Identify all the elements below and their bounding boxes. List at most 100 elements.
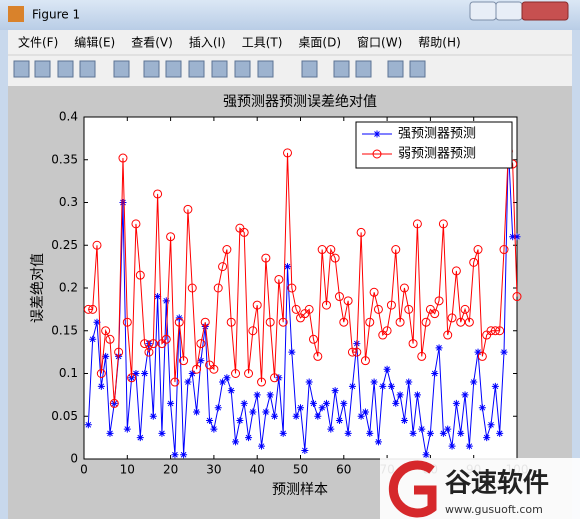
marker [343, 296, 353, 306]
menu-item[interactable]: 查看(V) [131, 36, 173, 50]
marker [348, 382, 356, 390]
marker [192, 364, 202, 374]
app-icon [8, 6, 24, 22]
marker [187, 283, 197, 293]
marker [405, 378, 413, 386]
marker [89, 335, 97, 343]
marker [486, 326, 496, 336]
marker [97, 382, 105, 390]
marker [148, 339, 158, 349]
marker [149, 412, 157, 420]
marker [509, 233, 517, 241]
marker [344, 429, 352, 437]
menu-item[interactable]: 插入(I) [189, 36, 226, 50]
marker [340, 399, 348, 407]
marker [383, 365, 391, 373]
tool-zoom-in[interactable] [143, 60, 160, 78]
marker [439, 429, 447, 437]
marker [386, 300, 396, 310]
tool-open[interactable] [34, 60, 51, 78]
marker [313, 351, 323, 361]
watermark: 谷速软件 www.gusuoft.com [380, 458, 580, 519]
marker [236, 417, 244, 425]
x-tick-label: 60 [336, 463, 351, 477]
marker [473, 245, 483, 255]
maximize-button[interactable] [495, 1, 523, 21]
marker [162, 297, 170, 305]
marker [391, 245, 401, 255]
marker [248, 326, 258, 336]
marker [283, 148, 293, 158]
marker [474, 348, 482, 356]
y-tick-label: 0.35 [51, 152, 78, 166]
marker [434, 296, 444, 306]
marker [321, 300, 331, 310]
marker [292, 412, 300, 420]
tool-show[interactable] [409, 60, 426, 78]
menu-item[interactable]: 工具(T) [242, 36, 283, 50]
marker [266, 391, 274, 399]
legend-label: 弱预测器预测 [398, 147, 476, 162]
marker [334, 292, 344, 302]
marker [206, 417, 214, 425]
marker [447, 313, 457, 323]
marker [240, 399, 248, 407]
tool-legend[interactable] [355, 60, 372, 78]
marker [92, 240, 102, 250]
tool-print[interactable] [79, 60, 96, 78]
marker [106, 429, 114, 437]
marker [161, 334, 171, 344]
marker [382, 326, 392, 336]
marker [308, 334, 318, 344]
tool-save[interactable] [57, 60, 74, 78]
marker [166, 232, 176, 242]
marker [301, 446, 309, 454]
legend-marker [372, 149, 382, 159]
marker [239, 227, 249, 237]
marker [170, 377, 180, 387]
tool-select[interactable] [113, 60, 130, 78]
marker [430, 309, 440, 319]
window-title: Figure 1 [32, 8, 80, 22]
marker [379, 382, 387, 390]
toolbar [13, 60, 426, 78]
marker [496, 429, 504, 437]
menu-item[interactable]: 文件(F) [18, 35, 58, 50]
y-tick-label: 0.15 [51, 323, 78, 337]
marker [135, 270, 145, 280]
menu-item[interactable]: 帮助(H) [418, 36, 460, 50]
tool-new[interactable] [13, 60, 30, 78]
y-tick-label: 0.1 [59, 366, 78, 380]
tool-rotate[interactable] [211, 60, 228, 78]
tool-link[interactable] [301, 60, 318, 78]
tool-pan[interactable] [188, 60, 205, 78]
marker [322, 399, 330, 407]
tool-zoom-out[interactable] [165, 60, 182, 78]
marker [265, 317, 275, 327]
marker [451, 266, 461, 276]
marker [200, 317, 210, 327]
marker [219, 378, 227, 386]
marker [373, 304, 383, 314]
menu-item[interactable]: 编辑(E) [74, 35, 115, 50]
marker [400, 417, 408, 425]
menu-item[interactable]: 桌面(D) [298, 36, 341, 50]
menu-item[interactable]: 窗口(W) [357, 36, 402, 50]
tool-brush[interactable] [257, 60, 274, 78]
tool-colorbar[interactable] [333, 60, 350, 78]
marker [114, 347, 124, 357]
tool-hide[interactable] [387, 60, 404, 78]
marker [452, 399, 460, 407]
marker [231, 369, 241, 378]
tool-datacursor[interactable] [234, 60, 251, 78]
marker [184, 378, 192, 386]
marker [490, 326, 500, 336]
marker [395, 317, 405, 327]
marker [193, 408, 201, 416]
marker [249, 408, 257, 416]
marker [361, 408, 369, 416]
minimize-button[interactable] [469, 1, 497, 21]
marker [448, 442, 456, 450]
close-button[interactable] [521, 1, 569, 21]
marker [88, 304, 98, 314]
